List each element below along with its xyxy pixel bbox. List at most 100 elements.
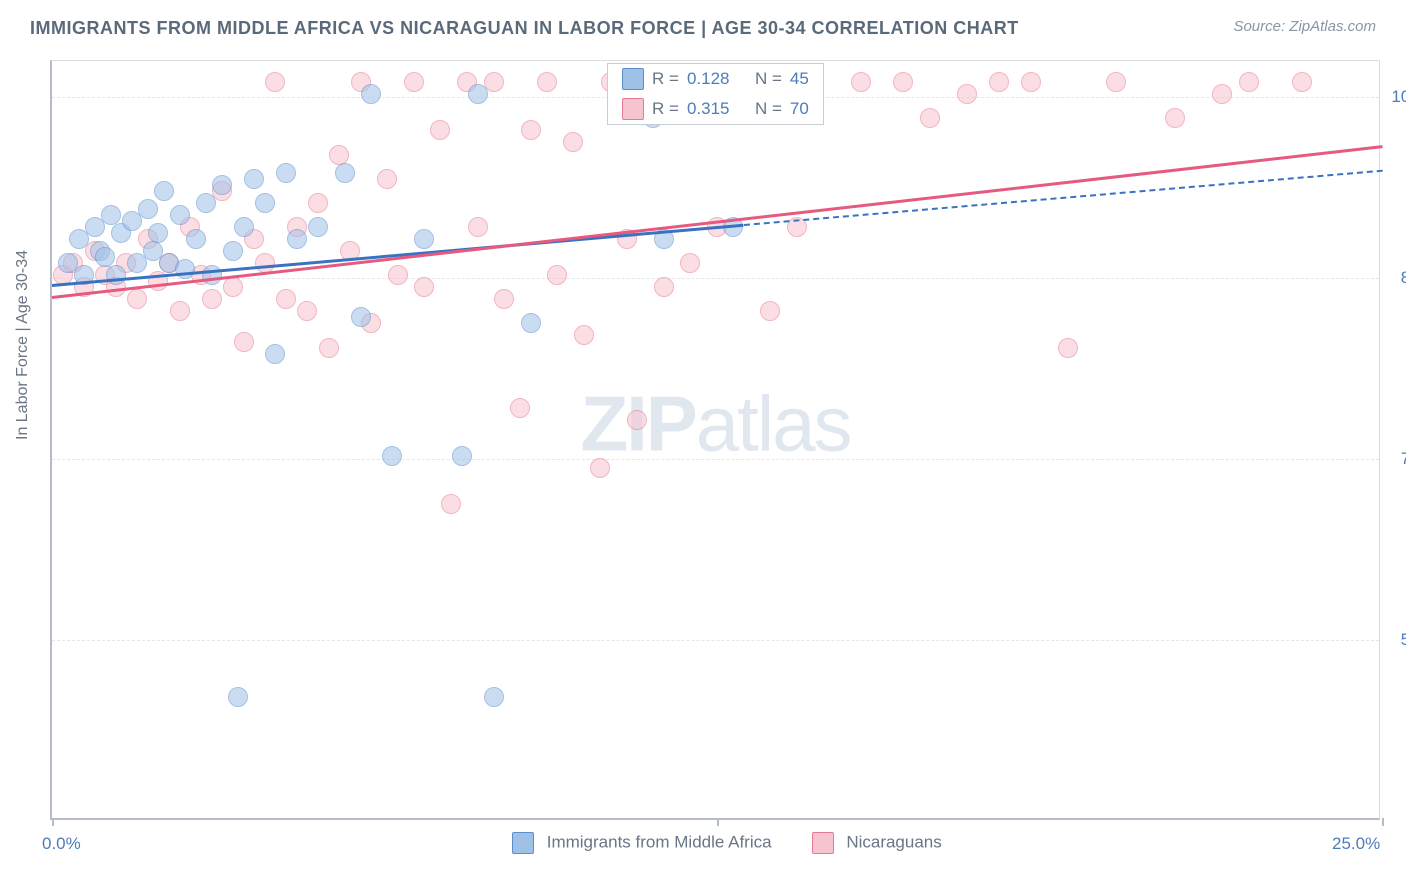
data-point — [202, 289, 222, 309]
data-point — [484, 687, 504, 707]
data-point — [680, 253, 700, 273]
data-point — [590, 458, 610, 478]
data-point — [494, 289, 514, 309]
data-point — [244, 169, 264, 189]
data-point — [627, 410, 647, 430]
data-point — [452, 446, 472, 466]
data-point — [361, 84, 381, 104]
swatch-icon — [812, 832, 834, 854]
data-point — [1212, 84, 1232, 104]
data-point — [654, 277, 674, 297]
data-point — [335, 163, 355, 183]
data-point — [404, 72, 424, 92]
legend-item: Immigrants from Middle Africa — [512, 832, 772, 854]
gridline — [52, 640, 1379, 641]
data-point — [196, 193, 216, 213]
data-point — [521, 313, 541, 333]
data-point — [265, 344, 285, 364]
data-point — [148, 223, 168, 243]
data-point — [154, 181, 174, 201]
data-point — [308, 217, 328, 237]
data-point — [276, 289, 296, 309]
data-point — [212, 175, 232, 195]
data-point — [920, 108, 940, 128]
data-point — [228, 687, 248, 707]
y-axis-title: In Labor Force | Age 30-34 — [14, 250, 32, 440]
data-point — [468, 84, 488, 104]
gridline — [52, 459, 1379, 460]
data-point — [127, 289, 147, 309]
data-point — [414, 229, 434, 249]
legend-row-series-2: R = 0.315 N = 70 — [608, 94, 823, 124]
data-point — [1292, 72, 1312, 92]
data-point — [202, 265, 222, 285]
x-tick — [717, 818, 719, 826]
data-point — [957, 84, 977, 104]
data-point — [1106, 72, 1126, 92]
data-point — [234, 217, 254, 237]
data-point — [1165, 108, 1185, 128]
data-point — [989, 72, 1009, 92]
gridline — [52, 278, 1379, 279]
data-point — [563, 132, 583, 152]
data-point — [537, 72, 557, 92]
data-point — [893, 72, 913, 92]
data-point — [223, 277, 243, 297]
data-point — [851, 72, 871, 92]
swatch-icon — [512, 832, 534, 854]
chart-plot-area: ZIPatlas R = 0.128 N = 45 R = 0.315 N = … — [50, 60, 1380, 820]
data-point — [430, 120, 450, 140]
data-point — [138, 199, 158, 219]
data-point — [510, 398, 530, 418]
x-tick-label: 0.0% — [42, 834, 81, 854]
chart-title: IMMIGRANTS FROM MIDDLE AFRICA VS NICARAG… — [30, 18, 1019, 39]
data-point — [377, 169, 397, 189]
watermark: ZIPatlas — [580, 379, 850, 470]
data-point — [223, 241, 243, 261]
data-point — [319, 338, 339, 358]
data-point — [547, 265, 567, 285]
data-point — [101, 205, 121, 225]
data-point — [441, 494, 461, 514]
swatch-icon — [622, 68, 644, 90]
swatch-icon — [622, 98, 644, 120]
data-point — [574, 325, 594, 345]
series-legend: Immigrants from Middle Africa Nicaraguan… — [512, 832, 942, 854]
data-point — [382, 446, 402, 466]
data-point — [1058, 338, 1078, 358]
source-label: Source: ZipAtlas.com — [1233, 18, 1376, 35]
legend-row-series-1: R = 0.128 N = 45 — [608, 64, 823, 94]
data-point — [1239, 72, 1259, 92]
x-tick — [52, 818, 54, 826]
data-point — [170, 205, 190, 225]
trend-line — [744, 170, 1383, 226]
data-point — [414, 277, 434, 297]
x-tick-label: 25.0% — [1332, 834, 1380, 854]
data-point — [1021, 72, 1041, 92]
data-point — [297, 301, 317, 321]
data-point — [265, 72, 285, 92]
data-point — [351, 307, 371, 327]
data-point — [468, 217, 488, 237]
legend-item: Nicaraguans — [812, 832, 942, 854]
data-point — [106, 265, 126, 285]
data-point — [186, 229, 206, 249]
data-point — [255, 193, 275, 213]
data-point — [175, 259, 195, 279]
y-tick-label: 70.0% — [1401, 449, 1406, 469]
data-point — [388, 265, 408, 285]
data-point — [95, 247, 115, 267]
data-point — [329, 145, 349, 165]
data-point — [308, 193, 328, 213]
data-point — [170, 301, 190, 321]
correlation-legend: R = 0.128 N = 45 R = 0.315 N = 70 — [607, 63, 824, 125]
y-tick-label: 100.0% — [1391, 87, 1406, 107]
y-tick-label: 85.0% — [1401, 268, 1406, 288]
x-tick — [1382, 818, 1384, 826]
data-point — [521, 120, 541, 140]
data-point — [760, 301, 780, 321]
data-point — [234, 332, 254, 352]
data-point — [287, 229, 307, 249]
data-point — [276, 163, 296, 183]
y-tick-label: 55.0% — [1401, 630, 1406, 650]
